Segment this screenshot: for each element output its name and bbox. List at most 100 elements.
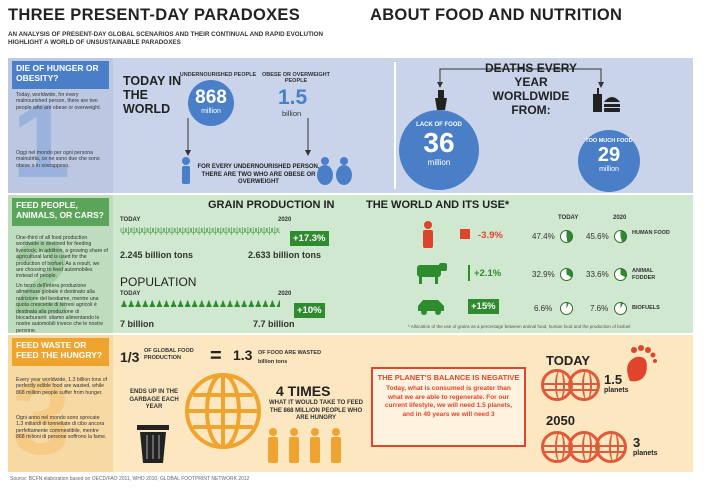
biofuels-today: 6.6% (534, 304, 553, 313)
times-value: 4 TIMES (276, 383, 331, 399)
section-hunger-obesity: DIE OF HUNGER OR OBESITY? 1 Today, world… (8, 58, 693, 193)
lack-of-food-circle: LACK OF FOOD 36 million (399, 110, 479, 190)
section-number: 3 (12, 360, 71, 472)
cow-icon (417, 263, 447, 284)
population-2020-value: 7.7 billion (253, 319, 295, 329)
human-food-change: -3.9% (478, 230, 503, 241)
divider (394, 62, 396, 189)
world-use-footnote: * Allocation of the use of grains as a p… (408, 324, 631, 329)
animal-fodder-2020: 33.6% (586, 270, 609, 279)
animal-fodder-change: +2.1% (474, 268, 502, 279)
population-today-value: 7 billion (120, 319, 155, 329)
biofuels-change: +15% (468, 299, 499, 314)
garbage-text: ENDS UP IN THE GARBAGE EACH YEAR (129, 389, 179, 410)
too-much-food-unit: million (599, 166, 619, 173)
undernourished-label: UNDERNOURISHED PEOPLE (179, 72, 257, 78)
biofuels-2020: 7.6% (590, 304, 609, 313)
today-planets-value: 1.5 (604, 372, 623, 387)
population-icons-row: ♟♟♟♟♟♟♟♟♟♟♟♟♟♟♟♟♟♟♟♟♟♟♟♟♟♟♟♟ (120, 299, 280, 309)
section-text-en: Today, worldwide, for every malnourished… (16, 92, 102, 111)
grain-2020-value: 2.633 billion tons (248, 250, 322, 260)
hungry-people-icon (268, 428, 341, 463)
deaths-arrows (437, 68, 604, 88)
population-title: POPULATION (120, 275, 197, 289)
animal-fodder-today: 32.9% (532, 270, 555, 279)
obese-unit: billion (282, 109, 302, 118)
year-2050-label: 2050 (546, 413, 575, 428)
use-2020-label: 2020 (613, 215, 627, 221)
ratio-arrows (185, 118, 311, 156)
today-in-world-label: TODAY IN THE WORLD (123, 74, 182, 116)
section-heading: FEED WASTE OR FEED THE HUNGRY? (12, 338, 109, 366)
waste-fraction: 1/3 (120, 349, 140, 365)
human-food-2020: 45.6% (586, 232, 609, 241)
today-planets-unit: planets (604, 387, 629, 394)
trash-can-icon (137, 425, 169, 463)
too-much-food-value: 29 (597, 144, 621, 166)
animal-fodder-today-pie (560, 268, 573, 281)
future-planets-value: 3 (633, 435, 641, 450)
biofuels-2020-pie (614, 302, 627, 315)
lack-of-food-value: 36 (423, 127, 455, 158)
use-today-label: TODAY (558, 215, 579, 221)
lack-of-food-label: LACK OF FOOD (416, 122, 462, 128)
balance-title: THE PLANET'S BALANCE IS NEGATIVE (377, 373, 520, 382)
wasted-unit: billion tons (258, 359, 288, 365)
population-today-label: TODAY (120, 291, 141, 297)
section-sidebar: DIE OF HUNGER OR OBESITY? 1 Today, world… (8, 58, 113, 193)
animal-fodder-label: ANIMAL FODDER (632, 268, 656, 281)
section-feed-people-animals-cars: FEED PEOPLE, ANIMALS, OR CARS? 2 One-thi… (8, 195, 693, 333)
section-sidebar: FEED WASTE OR FEED THE HUNGRY? 3 Every y… (8, 335, 113, 472)
section-sidebar: FEED PEOPLE, ANIMALS, OR CARS? 2 One-thi… (8, 195, 113, 333)
future-planets-unit: planets (633, 450, 658, 457)
population-2020-label: 2020 (278, 291, 292, 297)
times-text: WHAT IT WOULD TAKE TO FEED THE 868 MILLI… (269, 400, 363, 421)
ratio-text: FOR EVERY UNDERNOURISHED PERSON, THERE A… (197, 164, 320, 185)
grain-change: +17.3% (290, 231, 329, 246)
population-change: +10% (294, 303, 325, 318)
human-food-today: 47.4% (532, 232, 555, 241)
section-text-it: Un terzo dell'intera produzione alimenta… (16, 283, 104, 333)
globe-icon (185, 373, 261, 449)
undernourished-value: 868 (195, 87, 227, 108)
page-title: THREE PRESENT-DAY PARADOXES (8, 6, 301, 24)
grain-today-value: 2.245 billion tons (120, 250, 194, 260)
car-icon (418, 300, 444, 315)
wasted-value: 1.3 (233, 347, 253, 363)
undernourished-person-icon (182, 157, 190, 184)
animal-fodder-change-bar (468, 265, 470, 281)
grain-icons-row: ψψψψψψψψψψψψψψψψψψψψψψψψψψψψψψψψψψψ (120, 225, 280, 235)
planet-balance-box: THE PLANET'S BALANCE IS NEGATIVE Today, … (371, 367, 526, 447)
obese-value: 1.5 (278, 86, 308, 109)
section-heading: DIE OF HUNGER OR OBESITY? (12, 61, 109, 89)
deaths-title: DEATHS EVERY YEAR WORLDWIDE FROM: (484, 61, 577, 117)
empty-bowl-icon (435, 90, 447, 110)
balance-text: Today, what is consumed is greater than … (384, 385, 513, 418)
waste-fraction-label: OF GLOBAL FOOD PRODUCTION (144, 348, 194, 361)
page-title-right: ABOUT FOOD AND NUTRITION (370, 6, 623, 24)
too-much-food-label: TOO MUCH FOOD (585, 138, 633, 144)
section-text-en: One-third of all food production worldwi… (16, 235, 108, 280)
fast-food-icon (593, 88, 620, 112)
undernourished-unit: million (201, 108, 221, 115)
grain-title: GRAIN PRODUCTION IN (208, 199, 335, 211)
world-use-title: THE WORLD AND ITS USE* (366, 199, 510, 211)
planet-icon (595, 431, 627, 463)
biofuels-label: BIOFUELS (632, 305, 660, 311)
source-note: Source: BCFN elaboration based on OECD/F… (10, 476, 250, 482)
today-planets-label: TODAY (546, 353, 591, 368)
footprint-icon (627, 345, 657, 382)
equals-sign: = (210, 345, 222, 367)
section-number: 1 (12, 83, 71, 193)
section-feed-waste-hungry: FEED WASTE OR FEED THE HUNGRY? 3 Every y… (8, 335, 693, 472)
too-much-food-circle: TOO MUCH FOOD 29 million (578, 130, 640, 192)
biofuels-today-pie (560, 302, 573, 315)
section-text-it: Oggi nel mondo per ogni persona malnutri… (16, 150, 100, 169)
section-number: 2 (12, 220, 71, 333)
human-food-change-bar (460, 229, 470, 239)
animal-fodder-2020-pie (614, 268, 627, 281)
grain-today-label: TODAY (120, 217, 141, 223)
human-food-label: HUMAN FOOD (632, 230, 670, 236)
section-text-en: Every year worldwide, 1.3 billion tons o… (16, 377, 108, 396)
section-heading: FEED PEOPLE, ANIMALS, OR CARS? (12, 198, 109, 226)
